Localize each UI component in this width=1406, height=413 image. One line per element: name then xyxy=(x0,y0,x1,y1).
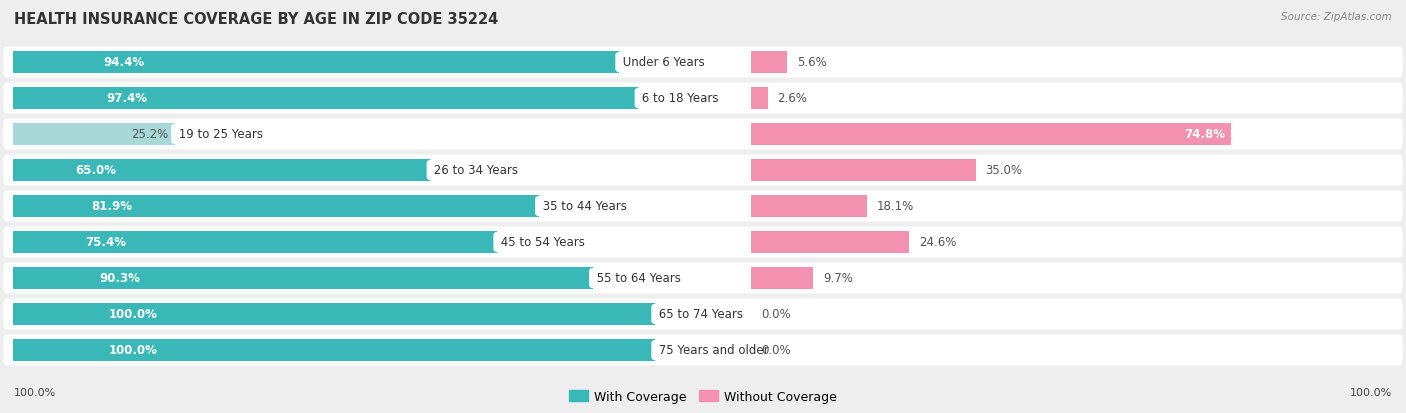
Text: 26 to 34 Years: 26 to 34 Years xyxy=(430,164,522,177)
FancyBboxPatch shape xyxy=(3,335,1403,366)
Text: 90.3%: 90.3% xyxy=(100,272,141,285)
Text: 25.2%: 25.2% xyxy=(131,128,169,141)
FancyBboxPatch shape xyxy=(3,119,1403,150)
Text: HEALTH INSURANCE COVERAGE BY AGE IN ZIP CODE 35224: HEALTH INSURANCE COVERAGE BY AGE IN ZIP … xyxy=(14,12,498,27)
Bar xyxy=(751,267,814,290)
Text: 35 to 44 Years: 35 to 44 Years xyxy=(538,200,630,213)
Text: 0.0%: 0.0% xyxy=(761,344,790,357)
Text: Source: ZipAtlas.com: Source: ZipAtlas.com xyxy=(1281,12,1392,22)
Text: 100.0%: 100.0% xyxy=(110,344,157,357)
Bar xyxy=(751,231,910,254)
Legend: With Coverage, Without Coverage: With Coverage, Without Coverage xyxy=(569,390,837,403)
FancyBboxPatch shape xyxy=(3,299,1403,330)
FancyBboxPatch shape xyxy=(3,263,1403,294)
Bar xyxy=(751,88,768,110)
Text: 74.8%: 74.8% xyxy=(1184,128,1225,141)
Text: 97.4%: 97.4% xyxy=(107,92,148,105)
Text: 65.0%: 65.0% xyxy=(76,164,117,177)
Text: 5.6%: 5.6% xyxy=(797,56,827,69)
Bar xyxy=(751,52,787,74)
Bar xyxy=(13,267,592,290)
Text: 75.4%: 75.4% xyxy=(86,236,127,249)
Text: 100.0%: 100.0% xyxy=(14,387,56,397)
FancyBboxPatch shape xyxy=(3,191,1403,222)
Text: 45 to 54 Years: 45 to 54 Years xyxy=(496,236,589,249)
FancyBboxPatch shape xyxy=(3,47,1403,78)
Text: 0.0%: 0.0% xyxy=(761,308,790,321)
Text: 100.0%: 100.0% xyxy=(110,308,157,321)
Text: 75 Years and older: 75 Years and older xyxy=(655,344,772,357)
FancyBboxPatch shape xyxy=(3,83,1403,114)
Bar xyxy=(13,52,619,74)
Bar xyxy=(13,123,174,146)
FancyBboxPatch shape xyxy=(3,155,1403,186)
Bar xyxy=(13,303,655,325)
Bar xyxy=(13,88,638,110)
Bar xyxy=(751,159,976,182)
Bar xyxy=(751,195,868,218)
Text: 55 to 64 Years: 55 to 64 Years xyxy=(592,272,685,285)
Text: 6 to 18 Years: 6 to 18 Years xyxy=(638,92,723,105)
Bar xyxy=(751,123,1232,146)
Bar xyxy=(13,159,430,182)
Text: 94.4%: 94.4% xyxy=(104,56,145,69)
Text: 35.0%: 35.0% xyxy=(986,164,1022,177)
Text: 81.9%: 81.9% xyxy=(91,200,132,213)
Bar xyxy=(13,195,538,218)
Text: Under 6 Years: Under 6 Years xyxy=(619,56,709,69)
FancyBboxPatch shape xyxy=(3,227,1403,258)
Text: 9.7%: 9.7% xyxy=(823,272,853,285)
Text: 19 to 25 Years: 19 to 25 Years xyxy=(174,128,266,141)
Text: 2.6%: 2.6% xyxy=(778,92,807,105)
Text: 100.0%: 100.0% xyxy=(1350,387,1392,397)
Text: 18.1%: 18.1% xyxy=(877,200,914,213)
Bar xyxy=(13,339,655,361)
Text: 65 to 74 Years: 65 to 74 Years xyxy=(655,308,747,321)
Text: 24.6%: 24.6% xyxy=(918,236,956,249)
Bar xyxy=(13,231,496,254)
